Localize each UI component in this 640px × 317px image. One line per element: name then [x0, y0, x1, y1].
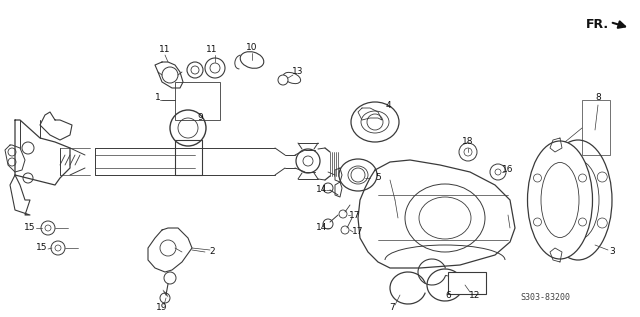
Ellipse shape [351, 102, 399, 142]
Circle shape [490, 164, 506, 180]
Circle shape [162, 67, 178, 83]
Circle shape [296, 149, 320, 173]
Circle shape [579, 174, 586, 182]
Circle shape [45, 225, 51, 231]
Text: 3: 3 [609, 248, 615, 256]
Circle shape [323, 183, 333, 193]
Circle shape [341, 226, 349, 234]
Circle shape [164, 272, 176, 284]
Text: 8: 8 [595, 94, 601, 102]
Circle shape [459, 143, 477, 161]
Circle shape [205, 58, 225, 78]
Circle shape [210, 63, 220, 73]
Text: 14: 14 [316, 185, 328, 195]
Circle shape [548, 218, 559, 228]
Ellipse shape [544, 140, 612, 260]
Circle shape [564, 186, 592, 214]
Text: 6: 6 [445, 290, 451, 300]
Circle shape [41, 221, 55, 235]
Circle shape [22, 142, 34, 154]
Ellipse shape [339, 159, 377, 191]
Text: 12: 12 [469, 290, 481, 300]
Text: 11: 11 [159, 46, 171, 55]
Circle shape [160, 293, 170, 303]
Text: 10: 10 [246, 43, 258, 53]
Circle shape [464, 148, 472, 156]
Text: 4: 4 [385, 100, 391, 109]
Text: 7: 7 [389, 303, 395, 313]
Circle shape [278, 75, 288, 85]
Text: 15: 15 [24, 223, 36, 232]
Ellipse shape [527, 141, 593, 259]
Circle shape [339, 210, 347, 218]
Text: 13: 13 [292, 68, 304, 76]
Circle shape [160, 240, 176, 256]
Text: 11: 11 [206, 46, 218, 55]
Circle shape [55, 245, 61, 251]
Circle shape [579, 218, 586, 226]
Text: 16: 16 [502, 165, 514, 174]
Text: S303-83200: S303-83200 [520, 293, 570, 302]
Circle shape [303, 156, 313, 166]
Text: 15: 15 [36, 243, 48, 253]
Circle shape [51, 241, 65, 255]
Text: 9: 9 [197, 113, 203, 122]
Circle shape [367, 114, 383, 130]
Text: 17: 17 [349, 210, 361, 219]
Circle shape [548, 172, 559, 182]
Text: 18: 18 [462, 138, 474, 146]
Ellipse shape [557, 160, 599, 240]
Circle shape [534, 174, 541, 182]
Bar [582, 100, 610, 155]
Circle shape [323, 219, 333, 229]
Ellipse shape [348, 166, 368, 184]
Circle shape [534, 218, 541, 226]
Text: FR.: FR. [586, 18, 609, 31]
Circle shape [495, 169, 501, 175]
Circle shape [8, 148, 16, 156]
Ellipse shape [405, 184, 485, 252]
Circle shape [597, 172, 607, 182]
Text: 19: 19 [156, 303, 168, 313]
Circle shape [191, 66, 199, 74]
Ellipse shape [541, 163, 579, 237]
Circle shape [170, 110, 206, 146]
Text: 2: 2 [209, 248, 215, 256]
Ellipse shape [284, 72, 301, 84]
Circle shape [187, 62, 203, 78]
Circle shape [23, 173, 33, 183]
Ellipse shape [240, 52, 264, 68]
Ellipse shape [361, 111, 389, 133]
Bar [175, 82, 220, 120]
Text: 1: 1 [155, 94, 161, 102]
Circle shape [597, 218, 607, 228]
Text: 17: 17 [352, 228, 364, 236]
Text: 14: 14 [316, 223, 328, 232]
Circle shape [351, 168, 365, 182]
Circle shape [8, 158, 16, 166]
Bar [448, 272, 486, 294]
Text: 5: 5 [375, 173, 381, 183]
